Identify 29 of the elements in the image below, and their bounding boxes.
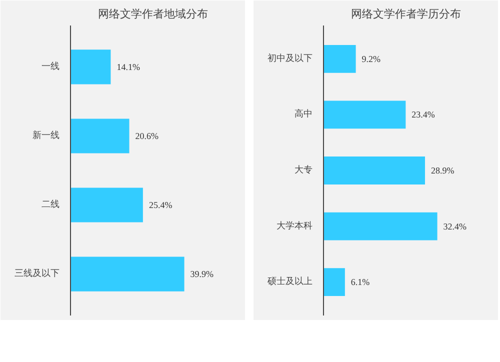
bar [70,50,111,84]
data-label: 39.9% [190,269,214,280]
data-label: 20.6% [135,130,159,141]
data-label: 28.9% [431,166,455,176]
y-tick-label: 二线 [42,199,60,210]
data-label: 32.4% [443,221,468,232]
bar [324,156,425,184]
data-label: 9.2% [362,54,382,64]
y-tick-label: 一线 [42,60,60,72]
bar [324,212,438,240]
y-tick-label: 新一线 [32,130,60,141]
bar [324,100,406,129]
y-tick-label: 大学本科 [276,220,312,232]
y-tick-label: 初中及以下 [268,52,312,64]
bar [70,256,184,292]
bar [70,188,143,222]
data-label: 23.4% [412,110,436,120]
y-tick-label: 高中 [294,108,312,120]
chart-title: 网络文学作者地域分布 [98,8,208,20]
y-tick-label: 硕士及以上 [266,276,312,288]
bar [70,118,130,154]
data-label: 6.1% [350,277,370,288]
data-label: 25.4% [148,200,173,210]
bar [324,268,345,296]
bar [324,45,356,73]
data-label: 14.1% [116,62,140,72]
chart-title: 网络文学作者学历分布 [351,8,461,20]
y-tick-label: 大专 [294,164,312,176]
y-tick-label: 三线及以下 [14,268,60,280]
